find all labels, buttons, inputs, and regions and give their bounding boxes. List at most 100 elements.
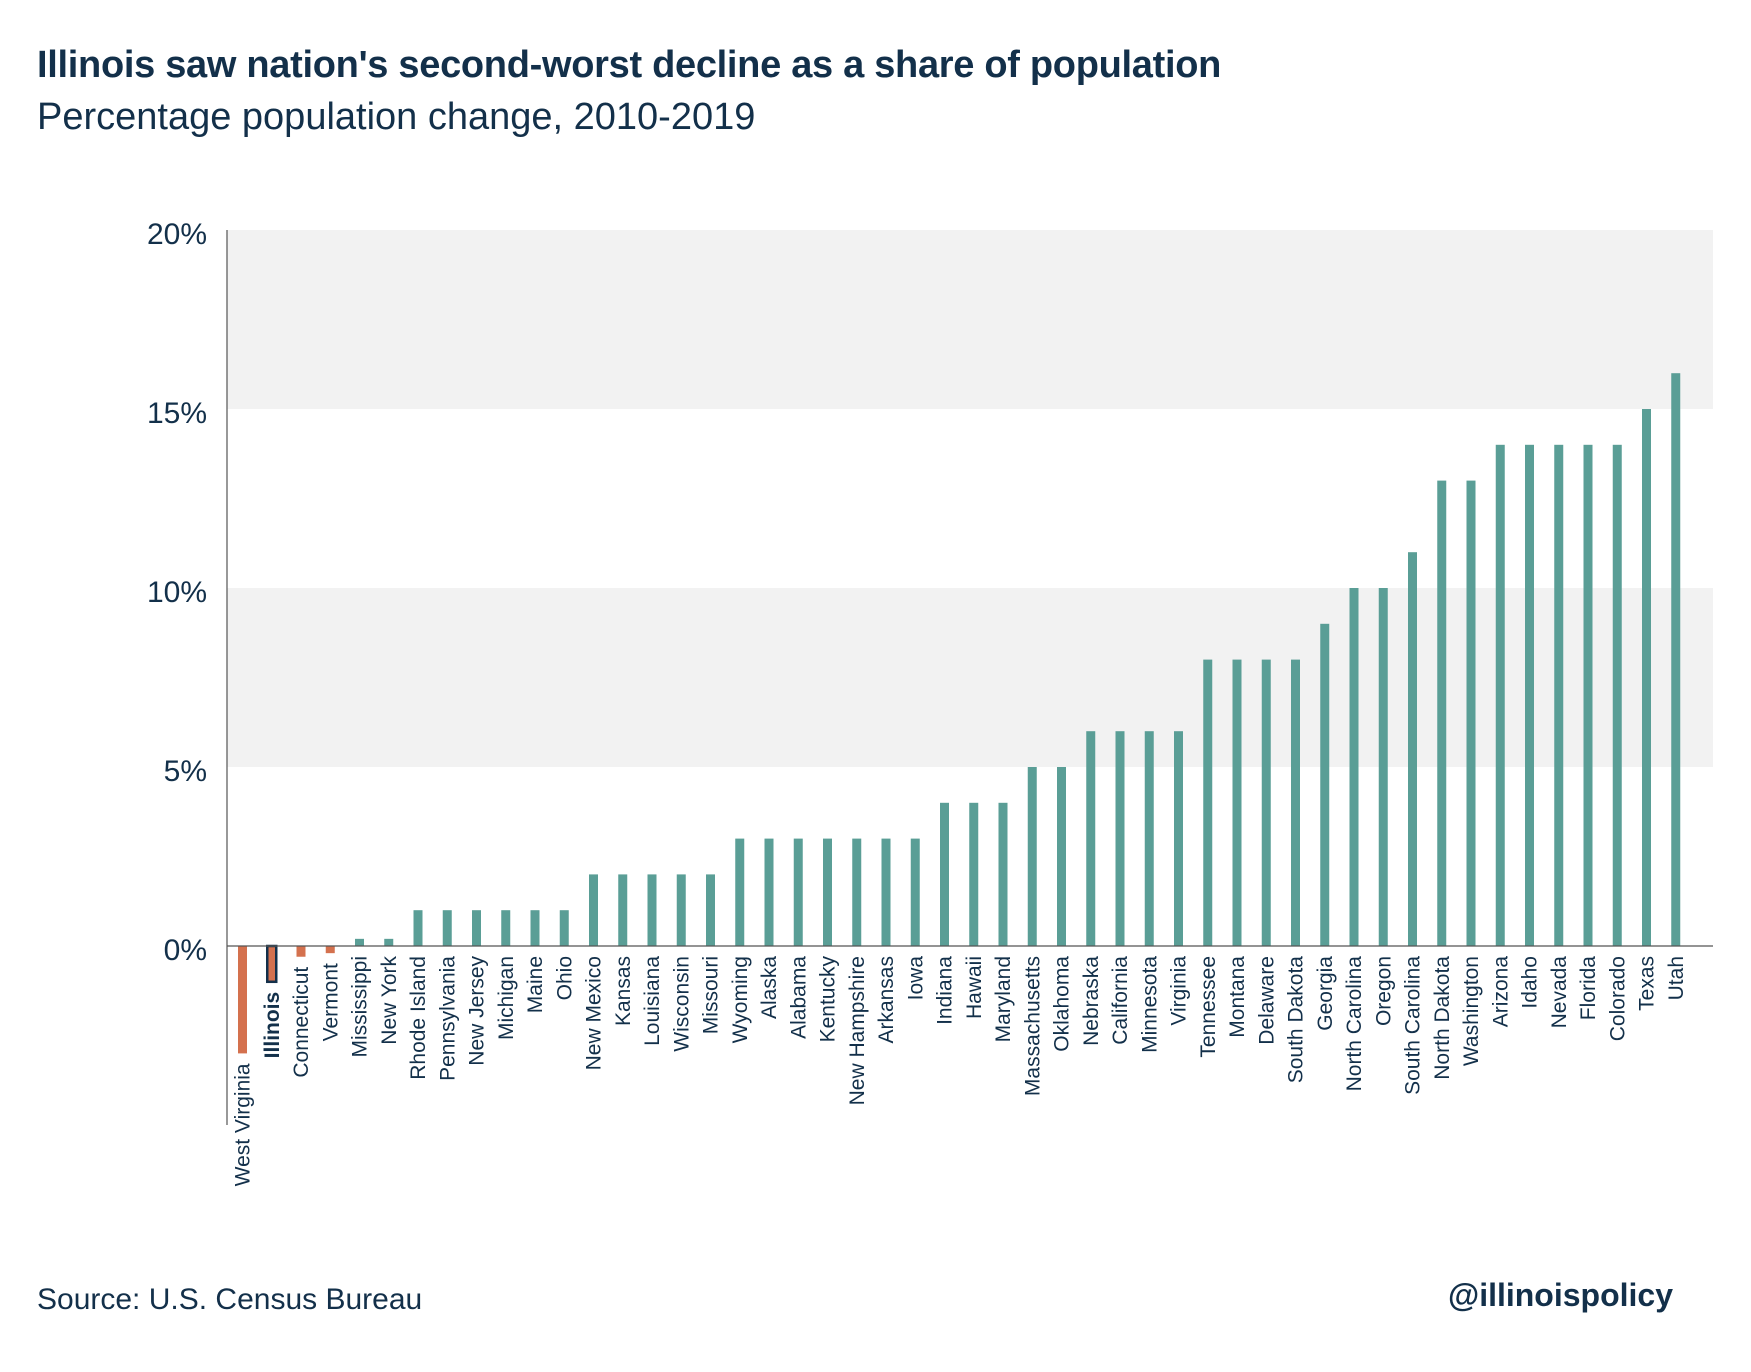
x-tick-label-north-carolina: North Carolina xyxy=(1343,956,1366,1092)
bar-new-jersey xyxy=(472,910,481,946)
bar-arizona xyxy=(1495,444,1505,946)
bar-michigan xyxy=(501,910,511,946)
x-tick-label-ohio: Ohio xyxy=(553,956,576,1000)
source-note: Source: U.S. Census Bureau xyxy=(37,1283,423,1316)
bar-louisiana xyxy=(647,874,657,946)
x-tick-label-delaware: Delaware xyxy=(1255,956,1278,1045)
x-tick-label-kentucky: Kentucky xyxy=(817,956,840,1043)
bars xyxy=(238,373,1681,1054)
x-tick-label-south-dakota: South Dakota xyxy=(1285,956,1308,1084)
chart-subtitle: Percentage population change, 2010-2019 xyxy=(37,96,756,138)
x-tick-label-wisconsin: Wisconsin xyxy=(670,956,693,1052)
bar-texas xyxy=(1642,409,1651,946)
x-tick-label-arkansas: Arkansas xyxy=(875,956,898,1044)
bar-west-virginia xyxy=(238,946,247,1054)
bar-colorado xyxy=(1612,444,1622,946)
grid-band xyxy=(227,230,1713,409)
x-tick-label-west-virginia: West Virginia xyxy=(232,1063,255,1186)
bar-maryland xyxy=(998,802,1008,946)
bar-nebraska xyxy=(1086,731,1096,946)
x-tick-label-vermont: Vermont xyxy=(319,963,342,1041)
y-tick-label: 10% xyxy=(147,576,207,609)
bar-oregon xyxy=(1378,588,1388,946)
bar-utah xyxy=(1671,373,1681,946)
bar-florida xyxy=(1583,444,1593,946)
y-tick-label: 0% xyxy=(164,934,207,967)
x-tick-label-south-carolina: South Carolina xyxy=(1402,956,1425,1095)
x-tick-label-washington: Washington xyxy=(1460,956,1483,1066)
x-tick-label-rhode-island: Rhode Island xyxy=(407,956,430,1080)
x-tick-label-new-york: New York xyxy=(378,956,401,1045)
bar-virginia xyxy=(1174,731,1183,946)
bar-massachusetts xyxy=(1027,767,1037,946)
x-tick-label-kansas: Kansas xyxy=(612,956,635,1026)
x-tick-label-connecticut: Connecticut xyxy=(290,967,313,1078)
x-tick-label-louisiana: Louisiana xyxy=(641,956,664,1046)
bar-iowa xyxy=(910,838,920,946)
y-tick-label: 5% xyxy=(164,755,207,788)
y-tick-label: 20% xyxy=(147,218,207,251)
bar-california xyxy=(1115,731,1125,946)
bar-kentucky xyxy=(823,838,832,946)
grid-band xyxy=(227,588,1713,767)
bar-north-carolina xyxy=(1349,588,1359,946)
x-tick-label-massachusetts: Massachusetts xyxy=(1021,956,1044,1096)
x-tick-label-new-mexico: New Mexico xyxy=(583,956,606,1070)
bar-missouri xyxy=(706,874,715,946)
x-tick-label-hawaii: Hawaii xyxy=(963,956,986,1019)
bar-rhode-island xyxy=(413,910,423,946)
x-tick-label-georgia: Georgia xyxy=(1314,956,1337,1031)
x-tick-label-colorado: Colorado xyxy=(1606,956,1629,1041)
x-tick-label-minnesota: Minnesota xyxy=(1138,956,1161,1053)
x-tick-label-mississippi: Mississippi xyxy=(349,956,372,1058)
x-tick-label-nebraska: Nebraska xyxy=(1080,956,1103,1046)
x-tick-label-michigan: Michigan xyxy=(495,956,518,1040)
bar-vermont xyxy=(325,946,335,954)
bar-ohio xyxy=(559,910,569,946)
bar-nevada xyxy=(1554,444,1564,946)
x-tick-label-nevada: Nevada xyxy=(1548,956,1571,1029)
bar-south-carolina xyxy=(1408,552,1417,946)
bar-minnesota xyxy=(1144,731,1154,946)
bar-tennessee xyxy=(1203,659,1213,946)
bar-wisconsin xyxy=(676,874,686,946)
x-tick-label-alaska: Alaska xyxy=(758,956,781,1019)
grid-bands xyxy=(227,230,1713,767)
bar-new-york xyxy=(384,938,394,946)
bar-wyoming xyxy=(735,838,745,946)
x-tick-label-florida: Florida xyxy=(1577,956,1600,1021)
bar-connecticut xyxy=(296,946,306,957)
bar-mississippi xyxy=(355,938,364,946)
x-tick-labels: West Virginia Illinois Connecticut Vermont M… xyxy=(232,956,1688,1187)
bar-indiana xyxy=(940,802,949,946)
bar-montana xyxy=(1232,659,1242,946)
x-tick-label-new-jersey: New Jersey xyxy=(466,956,489,1066)
bar-oklahoma xyxy=(1057,767,1066,946)
twitter-handle: @illinoispolicy xyxy=(1447,1277,1673,1313)
x-tick-label-maine: Maine xyxy=(524,956,547,1013)
bar-new-hampshire xyxy=(852,838,862,946)
x-tick-label-california: California xyxy=(1109,956,1132,1045)
bar-arkansas xyxy=(881,838,891,946)
bar-pennsylvania xyxy=(442,910,452,946)
x-tick-label-indiana: Indiana xyxy=(934,956,957,1025)
bar-washington xyxy=(1466,480,1476,946)
x-tick-label-alabama: Alabama xyxy=(787,956,810,1039)
x-tick-label-illinois: Illinois xyxy=(261,992,284,1059)
x-tick-label-pennsylvania: Pennsylvania xyxy=(436,956,459,1081)
x-tick-label-texas: Texas xyxy=(1636,956,1659,1011)
bar-kansas xyxy=(618,874,628,946)
x-tick-label-tennessee: Tennessee xyxy=(1197,956,1220,1058)
bar-maine xyxy=(530,910,540,946)
x-tick-label-maryland: Maryland xyxy=(992,956,1015,1042)
x-tick-label-iowa: Iowa xyxy=(904,956,927,1001)
x-tick-label-wyoming: Wyoming xyxy=(729,956,752,1043)
bar-north-dakota xyxy=(1437,480,1447,946)
x-tick-label-new-hampshire: New Hampshire xyxy=(846,956,869,1105)
axes xyxy=(226,230,1713,1125)
bar-hawaii xyxy=(969,802,979,946)
bar-delaware xyxy=(1261,659,1271,946)
bar-alabama xyxy=(793,838,803,946)
bar-georgia xyxy=(1320,623,1330,946)
